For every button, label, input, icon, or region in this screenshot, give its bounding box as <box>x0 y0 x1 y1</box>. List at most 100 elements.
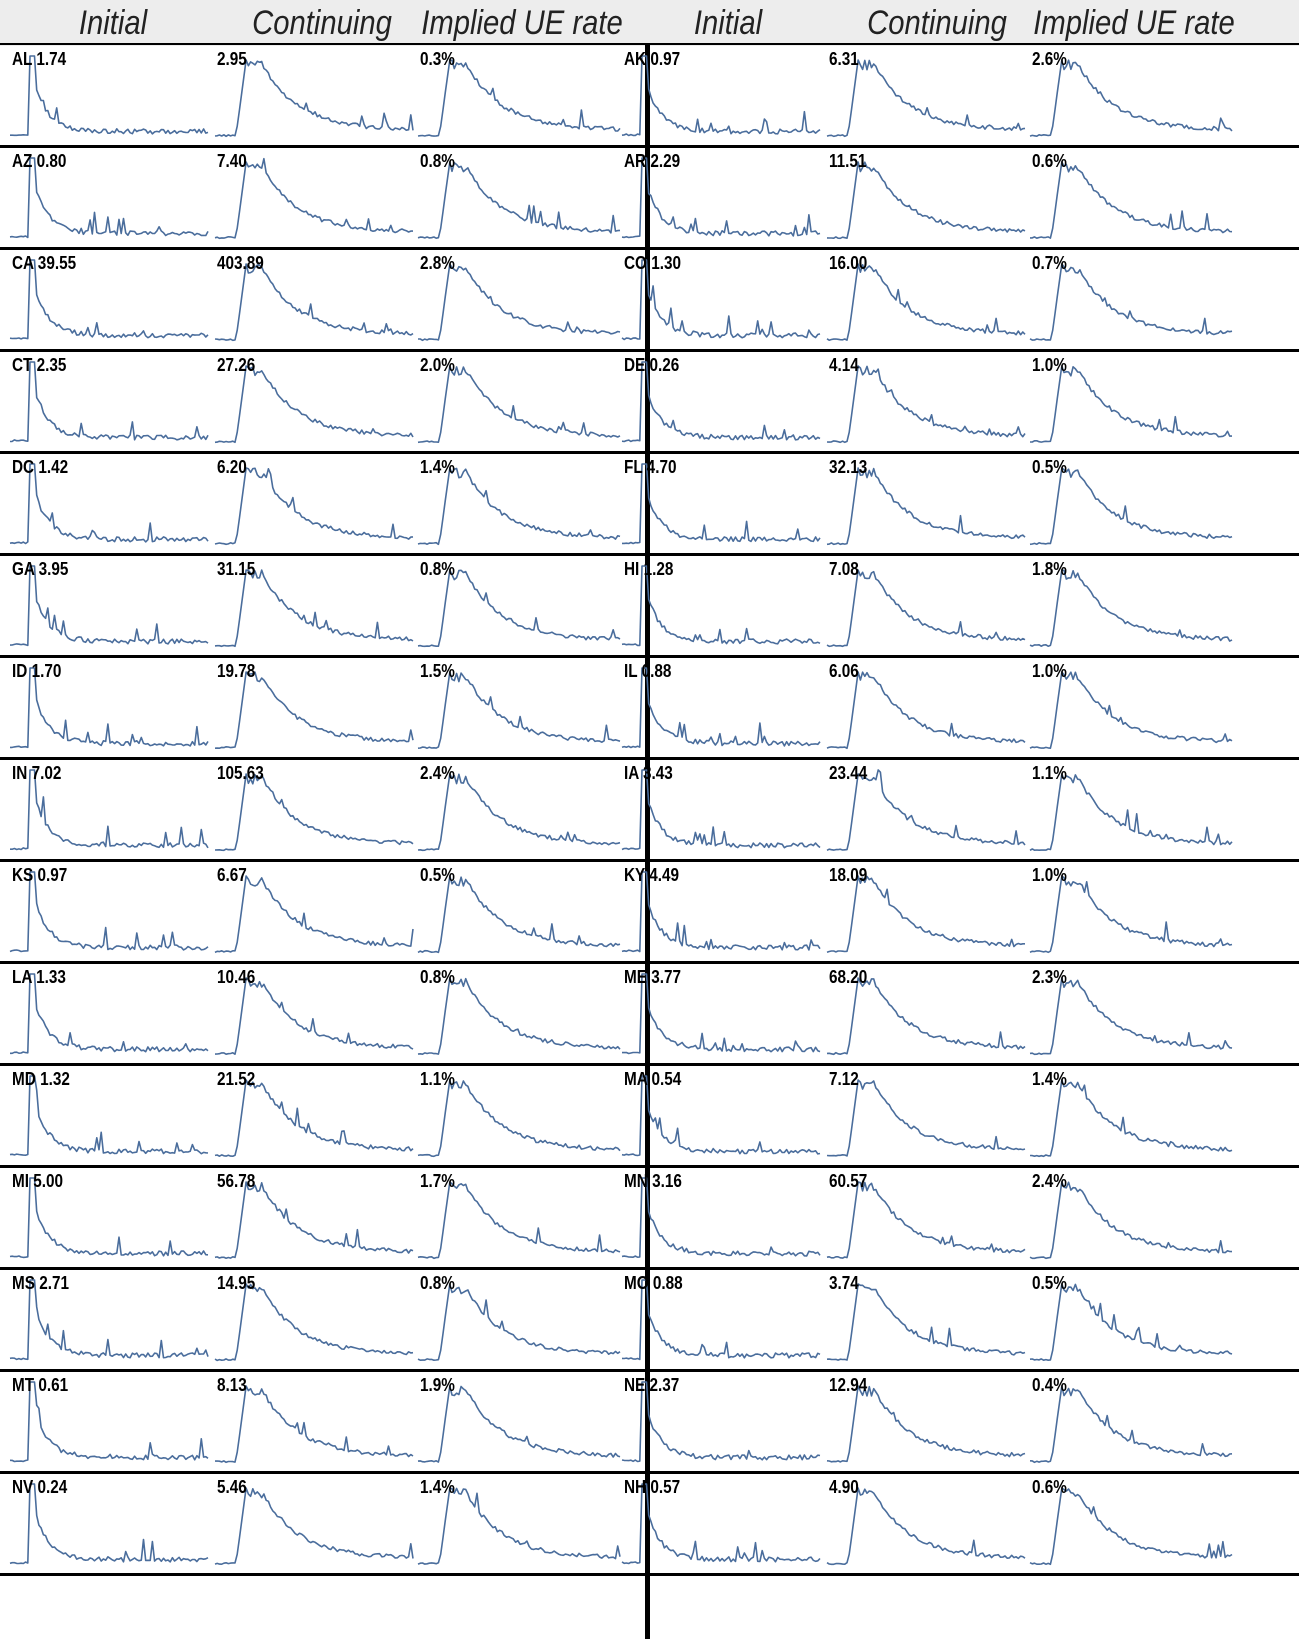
initial-value: 3.95 <box>38 559 69 579</box>
implied-ue-rate-value-ga: 0.8% <box>420 559 455 579</box>
sparkline-ne-initial: NE 2.37 <box>621 1372 821 1470</box>
sparkline-la-continuing: 10.46 <box>214 964 414 1062</box>
sparkline-ne-continuing: 12.94 <box>826 1372 1026 1470</box>
series-line-me-initial <box>622 973 821 1055</box>
series-line-dc-continuing <box>214 467 414 546</box>
series-line-ak-initial <box>621 55 821 137</box>
sparkline-md-initial: MD 1.32 <box>9 1066 209 1164</box>
initial-value: 2.37 <box>649 1375 680 1395</box>
sparkline-dc-continuing: 6.20 <box>214 454 414 552</box>
continuing-value-me: 68.20 <box>829 967 868 987</box>
sparkline-ia-implied-ue-rate: 1.1% <box>1029 760 1233 858</box>
state-label-ar: AR 2.29 <box>624 151 680 172</box>
row-separator <box>0 655 1299 658</box>
state-label-nh: NH 0.57 <box>624 1477 680 1498</box>
continuing-value-mo: 3.74 <box>829 1273 859 1293</box>
continuing-value-in: 105.63 <box>217 763 264 783</box>
state-label-ca: CA 39.55 <box>12 253 76 274</box>
continuing-value-ks: 6.67 <box>217 865 247 885</box>
state-label-al: AL 1.74 <box>12 49 66 70</box>
series-line-az-initial <box>9 157 209 239</box>
state-label-in: IN 7.02 <box>12 763 61 784</box>
implied-ue-rate-value-dc: 1.4% <box>420 457 455 477</box>
implied-ue-rate-value-ak: 2.6% <box>1032 49 1067 69</box>
continuing-value-nv: 5.46 <box>217 1477 247 1497</box>
series-line-ma-implied-ue-rate <box>1029 1079 1233 1158</box>
state-label-ak: AK 0.97 <box>624 49 680 70</box>
sparkline-mt-implied-ue-rate: 1.9% <box>417 1372 621 1470</box>
series-line-hi-implied-ue-rate <box>1029 569 1233 647</box>
row-separator <box>0 757 1299 760</box>
sparkline-mn-continuing: 60.57 <box>826 1168 1026 1266</box>
state-code: KY <box>624 865 645 885</box>
series-line-la-implied-ue-rate <box>417 977 621 1055</box>
implied-ue-rate-value-co: 0.7% <box>1032 253 1067 273</box>
initial-value: 0.88 <box>652 1273 683 1293</box>
series-line-mi-initial <box>9 1177 209 1259</box>
series-line-ia-initial <box>621 769 821 851</box>
state-label-ne: NE 2.37 <box>624 1375 679 1396</box>
series-line-co-implied-ue-rate <box>1029 263 1233 341</box>
sparkline-al-initial: AL 1.74 <box>10 46 209 144</box>
continuing-value-ms: 14.95 <box>217 1273 256 1293</box>
row-separator <box>0 451 1299 454</box>
state-code: CT <box>12 355 33 375</box>
sparkline-de-initial: DE 0.26 <box>621 352 821 450</box>
sparkline-ak-implied-ue-rate: 2.6% <box>1029 46 1233 144</box>
continuing-value-mn: 60.57 <box>829 1171 868 1191</box>
series-line-ct-implied-ue-rate <box>417 365 621 444</box>
state-code: LA <box>12 967 32 987</box>
series-line-fl-initial <box>622 463 821 545</box>
column-header-bar <box>0 0 1299 46</box>
sparkline-id-continuing: 19.78 <box>214 658 414 756</box>
state-label-dc: DC 1.42 <box>12 457 68 478</box>
state-label-mn: MN 3.16 <box>624 1171 682 1192</box>
state-code: NH <box>624 1477 647 1497</box>
series-line-ms-initial <box>9 1279 209 1361</box>
continuing-value-ne: 12.94 <box>829 1375 868 1395</box>
sparkline-ks-initial: KS 0.97 <box>9 862 209 960</box>
sparkline-la-implied-ue-rate: 0.8% <box>417 964 621 1062</box>
implied-ue-rate-value-ky: 1.0% <box>1032 865 1067 885</box>
sparkline-mi-implied-ue-rate: 1.7% <box>417 1168 621 1266</box>
implied-ue-rate-value-id: 1.5% <box>420 661 455 681</box>
series-line-ks-initial <box>9 871 209 953</box>
series-line-la-continuing <box>214 977 414 1055</box>
column-header-left-continuing: Continuing <box>252 4 392 42</box>
series-line-id-implied-ue-rate <box>417 671 621 749</box>
sparkline-nv-initial: NV 0.24 <box>9 1474 209 1572</box>
sparkline-nh-implied-ue-rate: 0.6% <box>1029 1474 1233 1572</box>
implied-ue-rate-value-ca: 2.8% <box>420 253 455 273</box>
initial-value: 1.30 <box>651 253 682 273</box>
state-label-hi: HI 1.28 <box>624 559 673 580</box>
row-separator <box>0 1063 1299 1066</box>
row-separator <box>0 1267 1299 1270</box>
series-line-mi-implied-ue-rate <box>417 1181 621 1260</box>
row-separator <box>0 247 1299 250</box>
state-code: CO <box>624 253 647 273</box>
sparkline-ca-initial: CA 39.55 <box>9 250 209 348</box>
sparkline-de-continuing: 4.14 <box>826 352 1026 450</box>
sparkline-al-implied-ue-rate: 0.3% <box>417 46 621 144</box>
series-line-ar-implied-ue-rate <box>1030 161 1233 239</box>
series-line-ct-continuing <box>214 365 414 444</box>
column-header-left-initial: Initial <box>78 4 148 42</box>
sparkline-id-implied-ue-rate: 1.5% <box>417 658 621 756</box>
series-line-mn-initial <box>621 1177 821 1258</box>
implied-ue-rate-value-me: 2.3% <box>1032 967 1067 987</box>
series-line-nh-initial <box>621 1483 821 1565</box>
row-separator <box>0 1471 1299 1474</box>
state-label-nv: NV 0.24 <box>12 1477 67 1498</box>
initial-value: 4.70 <box>646 457 677 477</box>
implied-ue-rate-value-ct: 2.0% <box>420 355 455 375</box>
state-label-me: ME 3.77 <box>624 967 681 988</box>
row-separator <box>0 859 1299 862</box>
state-label-mo: MO 0.88 <box>624 1273 683 1294</box>
sparkline-dc-implied-ue-rate: 1.4% <box>417 454 621 552</box>
sparkline-ks-continuing: 6.67 <box>214 862 414 960</box>
sparkline-ne-implied-ue-rate: 0.4% <box>1029 1372 1233 1470</box>
state-code: FL <box>624 457 643 477</box>
series-line-ca-continuing <box>214 263 414 342</box>
sparkline-nv-implied-ue-rate: 1.4% <box>417 1474 621 1572</box>
series-line-nv-initial <box>9 1483 209 1565</box>
